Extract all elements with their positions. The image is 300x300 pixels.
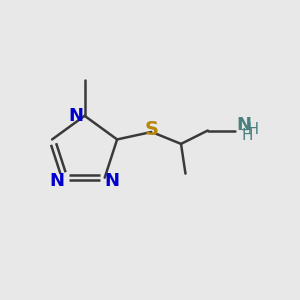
- Text: H: H: [241, 128, 253, 143]
- Text: N: N: [236, 116, 251, 134]
- Text: N: N: [105, 172, 120, 190]
- Text: S: S: [144, 119, 158, 139]
- Text: –H: –H: [240, 122, 259, 136]
- Text: N: N: [69, 107, 84, 125]
- Text: N: N: [50, 172, 64, 190]
